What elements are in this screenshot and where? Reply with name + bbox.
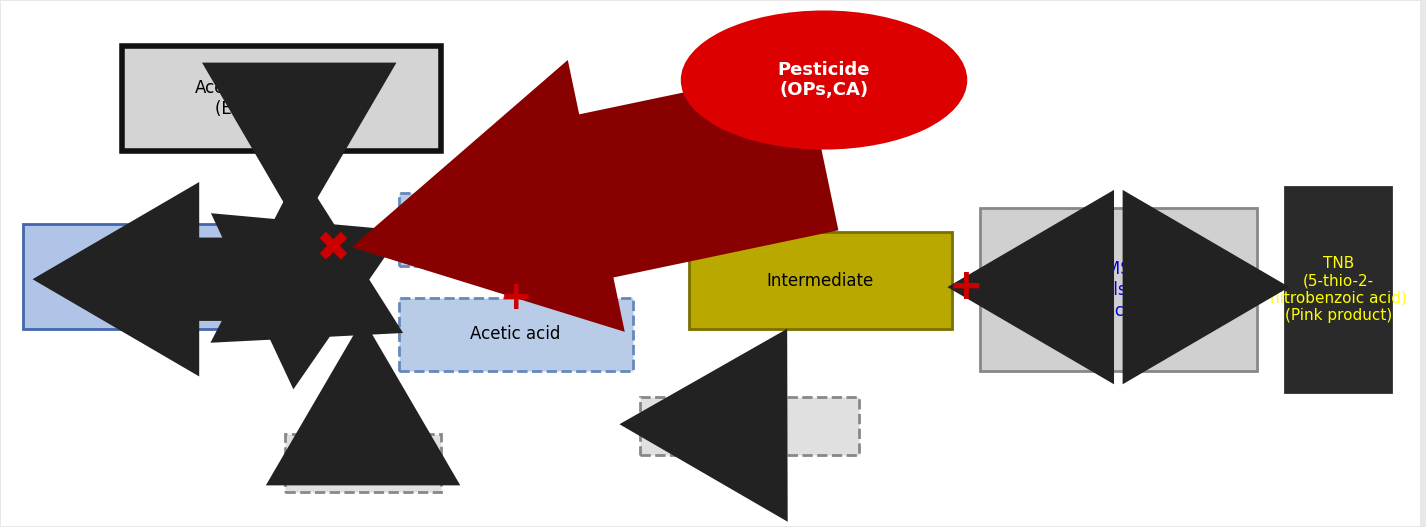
Text: DMSO
(Dimethylsulfoxide)
(Specific probe): DMSO (Dimethylsulfoxide) (Specific probe… xyxy=(1037,260,1199,319)
Text: +: + xyxy=(948,266,984,308)
Text: H₂O + O₂: H₂O + O₂ xyxy=(712,417,787,435)
Text: Choline: Choline xyxy=(485,220,546,238)
Ellipse shape xyxy=(682,12,965,148)
Text: Acetic acid: Acetic acid xyxy=(471,325,560,343)
Text: H₂O: H₂O xyxy=(347,454,379,472)
FancyBboxPatch shape xyxy=(285,434,441,492)
Text: ✖: ✖ xyxy=(315,228,351,270)
FancyBboxPatch shape xyxy=(640,114,796,172)
Text: +: + xyxy=(501,279,532,317)
FancyBboxPatch shape xyxy=(123,46,441,151)
FancyBboxPatch shape xyxy=(980,209,1256,371)
Text: Intermediate: Intermediate xyxy=(767,271,874,289)
FancyBboxPatch shape xyxy=(23,224,257,329)
FancyBboxPatch shape xyxy=(398,298,633,371)
Text: Acetylcholinesterase
(Enzyme, AChE): Acetylcholinesterase (Enzyme, AChE) xyxy=(195,79,368,118)
Text: ChOx: ChOx xyxy=(696,134,740,152)
FancyBboxPatch shape xyxy=(398,193,633,266)
Text: Acetylcholine
(substrate): Acetylcholine (substrate) xyxy=(84,257,195,296)
Text: Pesticide
(OPs,CA): Pesticide (OPs,CA) xyxy=(777,61,870,100)
FancyBboxPatch shape xyxy=(689,232,951,329)
FancyBboxPatch shape xyxy=(640,397,860,455)
Text: TNB
(5-thio-2-
nitrobenzoic acid)
(Pink product): TNB (5-thio-2- nitrobenzoic acid) (Pink … xyxy=(1269,256,1406,323)
FancyBboxPatch shape xyxy=(1285,188,1392,392)
